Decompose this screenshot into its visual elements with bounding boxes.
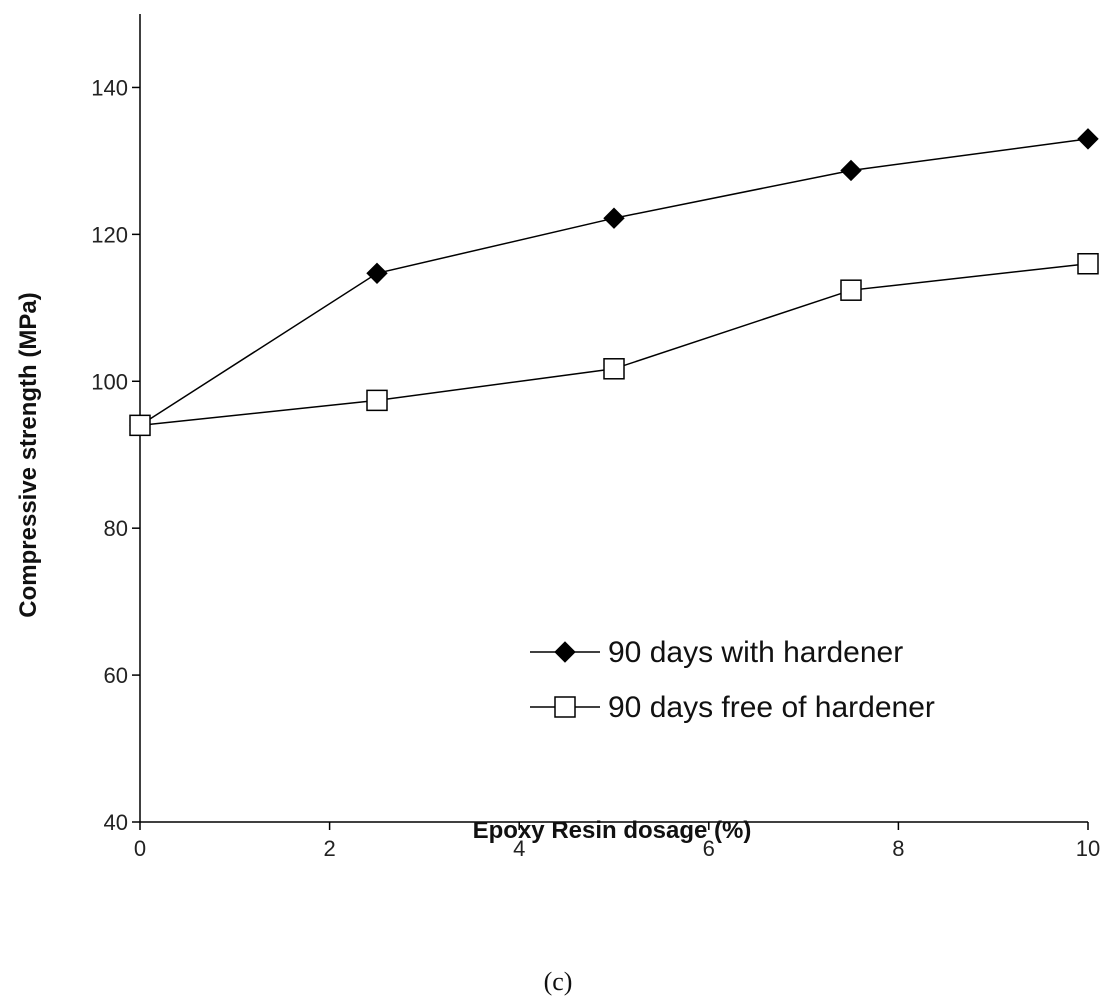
data-point-series-0	[1077, 128, 1099, 150]
data-point-series-1	[1077, 252, 1099, 275]
data-point-series-1	[129, 414, 151, 437]
x-tick-label: 0	[134, 836, 146, 861]
data-point-series-1	[366, 389, 388, 412]
y-tick-label: 140	[91, 75, 128, 100]
y-tick-label: 60	[104, 663, 128, 688]
y-tick-label: 100	[91, 369, 128, 394]
data-point-series-0	[603, 207, 625, 229]
x-tick-label: 4	[513, 836, 525, 861]
x-axis-ticks: 0 2 4 6 8 10	[134, 822, 1100, 861]
series-line-1	[139, 263, 1089, 427]
data-point-series-0	[840, 159, 862, 182]
x-tick-label: 10	[1076, 836, 1100, 861]
series-layer	[129, 128, 1099, 437]
legend-label-1: 90 days free of hardener	[608, 691, 935, 724]
x-tick-label: 6	[703, 836, 715, 861]
x-tick-label: 8	[892, 836, 904, 861]
y-tick-label: 80	[104, 516, 128, 541]
y-tick-label: 40	[104, 810, 128, 835]
legend-label-0: 90 days with hardener	[608, 636, 903, 669]
series-line-0	[139, 138, 1089, 426]
figure-caption: (c)	[544, 967, 573, 996]
x-axis-title: Epoxy Resin dosage (%)	[473, 817, 752, 844]
data-point-series-0	[366, 262, 388, 285]
y-tick-label: 120	[91, 222, 128, 247]
data-point-series-1	[840, 279, 862, 301]
data-point-series-1	[603, 358, 625, 380]
legend-marker-1	[554, 696, 576, 718]
y-axis-ticks: 40 60 80 100 120 140	[91, 75, 140, 835]
x-tick-label: 2	[323, 836, 335, 861]
legend: 90 days with hardener 90 days free of ha…	[530, 636, 935, 724]
y-axis-title: Compressive strength (MPa)	[15, 292, 42, 617]
legend-marker-0	[554, 641, 576, 663]
